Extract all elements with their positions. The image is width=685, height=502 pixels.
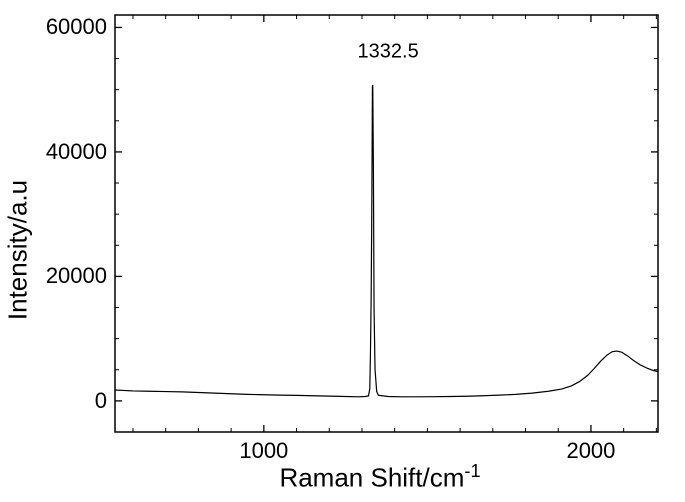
y-tick-label: 60000 (46, 14, 107, 40)
y-tick-label: 0 (95, 388, 107, 414)
x-axis-label: Raman Shift/cm-1 (279, 461, 480, 494)
peak-annotation: 1332.5 (358, 41, 419, 64)
x-axis-label-main: Raman Shift/cm (279, 463, 464, 493)
raman-chart: Intensity/a.u Raman Shift/cm-1 1332.5 10… (0, 0, 685, 502)
y-tick-label: 20000 (46, 263, 107, 289)
y-tick-label: 40000 (46, 139, 107, 165)
x-tick-label: 2000 (566, 438, 615, 464)
x-axis-label-sup: -1 (464, 461, 480, 481)
y-axis-label: Intensity/a.u (3, 180, 34, 320)
x-tick-label: 1000 (239, 438, 288, 464)
chart-svg (0, 0, 685, 502)
